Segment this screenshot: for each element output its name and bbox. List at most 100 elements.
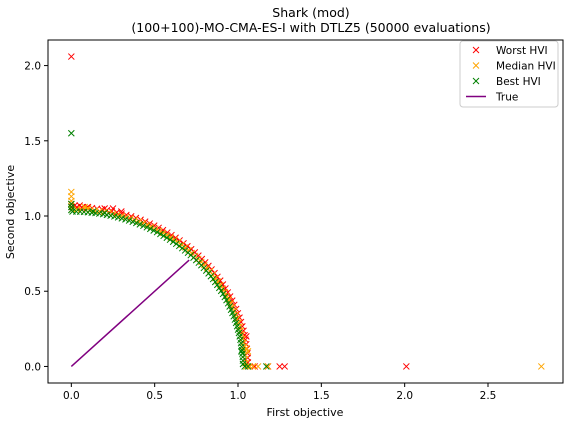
legend-marker-worst-hvi — [472, 46, 480, 54]
median-hvi-point — [233, 315, 241, 323]
median-hvi-point — [264, 363, 272, 370]
worst-hvi-point — [76, 202, 84, 209]
median-hvi-point — [249, 363, 257, 370]
best-hvi-point — [223, 296, 230, 304]
x-tick-label: 2.0 — [396, 390, 413, 402]
best-hvi-point — [153, 228, 161, 236]
y-tick-label: 0.5 — [24, 286, 41, 298]
worst-hvi-point — [71, 202, 79, 209]
best-hvi-point — [221, 293, 229, 301]
best-hvi-point-stroke-b — [89, 208, 97, 215]
best-hvi-point-stroke-b — [237, 348, 245, 355]
best-hvi-point — [67, 203, 75, 211]
best-hvi-point-stroke-b — [233, 322, 241, 330]
best-hvi-point-stroke-b — [217, 287, 225, 295]
best-hvi-point — [244, 363, 252, 370]
x-tick-label: 1.5 — [313, 390, 330, 402]
best-hvi-point — [140, 222, 147, 230]
median-hvi-point-stroke-b — [235, 319, 242, 326]
median-hvi-point-stroke-b — [236, 323, 244, 330]
y-tick-label: 1.5 — [24, 136, 41, 148]
best-hvi-point-stroke-b — [67, 129, 75, 137]
best-hvi-point — [215, 284, 223, 292]
y-tick-label: 2.0 — [24, 61, 41, 73]
median-hvi-point — [537, 363, 545, 370]
best-hvi-point-stroke-b — [95, 210, 103, 217]
best-hvi-point — [219, 290, 227, 298]
x-tick-label: 0.0 — [63, 390, 80, 402]
best-hvi-point — [172, 240, 180, 248]
best-hvi-point-stroke-b — [219, 290, 227, 298]
best-hvi-point-stroke-b — [163, 234, 171, 242]
best-hvi-point-stroke-b — [132, 219, 140, 227]
axes-frame — [47, 39, 564, 384]
best-hvi-point-stroke-b — [237, 336, 244, 344]
x-tick-label: 1.0 — [230, 390, 247, 402]
best-hvi-point-stroke-b — [213, 281, 221, 289]
true-front-line — [70, 259, 190, 368]
best-hvi-point — [224, 299, 232, 307]
best-hvi-point-stroke-b — [160, 232, 167, 240]
best-hvi-point — [146, 225, 154, 233]
median-hvi-point-stroke-b — [67, 197, 75, 205]
best-hvi-point-stroke-b — [229, 309, 236, 317]
best-hvi-point-stroke-b — [67, 203, 75, 211]
best-hvi-point-stroke-b — [237, 339, 245, 347]
best-hvi-point — [129, 218, 137, 226]
best-hvi-point-stroke-b — [239, 360, 247, 368]
legend-marker-best-hvi — [472, 77, 480, 85]
chart-title: Shark (mod) — [272, 5, 349, 20]
best-hvi-point — [122, 216, 129, 223]
x-tick-label: 2.5 — [480, 390, 497, 402]
worst-hvi-point-stroke-b — [127, 213, 135, 220]
best-hvi-point-stroke-b — [140, 222, 147, 230]
legend-label: True — [495, 92, 518, 104]
best-hvi-point-stroke-b — [150, 227, 158, 234]
best-hvi-point-stroke-b — [153, 228, 161, 236]
worst-hvi-point-stroke-b — [281, 363, 289, 370]
legend-label: Worst HVI — [496, 45, 548, 57]
median-hvi-point — [244, 348, 252, 355]
legend-box — [459, 40, 559, 108]
worst-hvi-point-stroke-b — [67, 53, 75, 60]
best-hvi-point — [132, 219, 140, 227]
best-hvi-point — [136, 221, 144, 228]
best-hvi-point-stroke-b — [231, 316, 239, 323]
y-axis-label: Second objective — [4, 165, 17, 259]
best-hvi-point-stroke-b — [221, 293, 229, 301]
y-tick-label: 0.0 — [24, 361, 41, 373]
legend-label: Best HVI — [496, 76, 541, 88]
best-hvi-point-stroke-b — [143, 223, 151, 231]
legend-marker-median-hvi — [472, 62, 480, 69]
best-hvi-point-stroke-b — [244, 363, 252, 370]
best-hvi-point-stroke-b — [129, 218, 137, 226]
best-hvi-point-stroke-b — [114, 214, 122, 221]
worst-hvi-point-stroke-b — [123, 211, 130, 219]
best-hvi-point-stroke-b — [111, 213, 118, 220]
worst-hvi-point-stroke-b — [242, 333, 250, 340]
median-hvi-point-stroke-b — [254, 363, 262, 370]
best-hvi-point — [262, 363, 270, 370]
best-hvi-point — [211, 278, 219, 286]
median-hvi-point-stroke-b — [244, 348, 252, 355]
worst-hvi-point — [281, 363, 289, 370]
best-hvi-point-stroke-b — [166, 236, 174, 244]
y-axis: 0.0 0.5 1.0 1.5 2.0 — [24, 61, 48, 373]
best-hvi-point-stroke-b — [227, 306, 235, 314]
best-hvi-point-stroke-b — [67, 200, 75, 208]
worst-hvi-point — [402, 363, 410, 370]
best-hvi-point — [163, 234, 171, 242]
best-hvi-point — [213, 281, 221, 289]
best-hvi-point-stroke-b — [172, 240, 180, 248]
median-hvi-point-stroke-b — [122, 213, 130, 221]
median-hvi-point-stroke-b — [233, 315, 241, 323]
best-hvi-point-stroke-b — [226, 303, 233, 310]
x-axis: 0.0 0.5 1.0 1.5 2.0 2.5 — [63, 383, 496, 402]
worst-hvi-point — [67, 53, 75, 60]
best-hvi-point-stroke-b — [175, 242, 183, 250]
best-hvi-point-stroke-b — [230, 312, 238, 320]
best-hvi-point — [175, 242, 183, 250]
best-hvi-point — [169, 238, 177, 246]
best-hvi-point-stroke-b — [157, 230, 164, 238]
best-hvi-point-stroke-b — [146, 225, 154, 233]
